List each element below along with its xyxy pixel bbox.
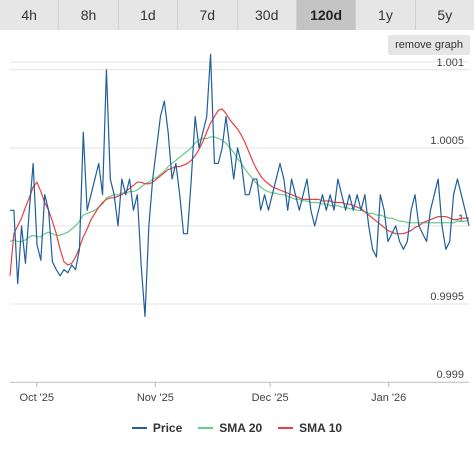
legend-swatch (198, 427, 214, 429)
chart-grid (10, 61, 469, 383)
range-tab-1d[interactable]: 1d (119, 0, 179, 30)
legend-swatch (278, 427, 294, 429)
x-tick-label: Nov '25 (137, 392, 174, 404)
range-tab-5y[interactable]: 5y (437, 7, 453, 23)
chart-series (9, 53, 470, 318)
range-tab-30d[interactable]: 30d (238, 0, 297, 30)
legend-label: Price (152, 421, 183, 435)
x-tick-label: Dec '25 (252, 392, 289, 404)
legend-swatch (131, 427, 147, 429)
range-tab-4h[interactable]: 4h (0, 0, 60, 30)
price-chart: 0.999 0.9995 1 1.0005 1.001 Oct '25 Nov '25 De… (9, 53, 470, 404)
range-tabs: 4h 8h 1d 7d 30d 120d 1y 5y (0, 0, 474, 30)
series-line-sma-20 (9, 136, 470, 243)
y-tick-label: 0.999 (436, 369, 464, 381)
y-tick-label: 1 (458, 213, 464, 225)
x-axis: Oct '25 Nov '25 Dec '25 Jan '26 (10, 382, 469, 404)
legend-item-price[interactable]: Price (131, 421, 183, 435)
x-tick-label: Jan '26 (371, 392, 406, 404)
remove-graph-button[interactable]: remove graph (388, 35, 470, 55)
chart-legend: Price SMA 20 SMA 10 (0, 421, 474, 435)
y-axis: 0.999 0.9995 1 1.0005 1.001 (430, 57, 464, 381)
legend-label: SMA 20 (219, 421, 263, 435)
y-tick-label: 1.001 (436, 57, 464, 69)
legend-label: SMA 10 (299, 421, 343, 435)
y-tick-label: 0.9995 (430, 291, 464, 303)
range-tab-1y[interactable]: 1y (356, 0, 416, 30)
legend-item-sma-20[interactable]: SMA 20 (198, 421, 262, 435)
x-tick-label: Oct '25 (20, 392, 55, 404)
range-tab-7d[interactable]: 7d (178, 0, 238, 30)
series-line-price (10, 53, 470, 318)
range-tab-120d[interactable]: 120d (296, 0, 357, 30)
y-tick-label: 1.0005 (430, 135, 464, 147)
legend-item-sma-10[interactable]: SMA 10 (278, 421, 342, 435)
range-tab-8h[interactable]: 8h (59, 0, 119, 30)
